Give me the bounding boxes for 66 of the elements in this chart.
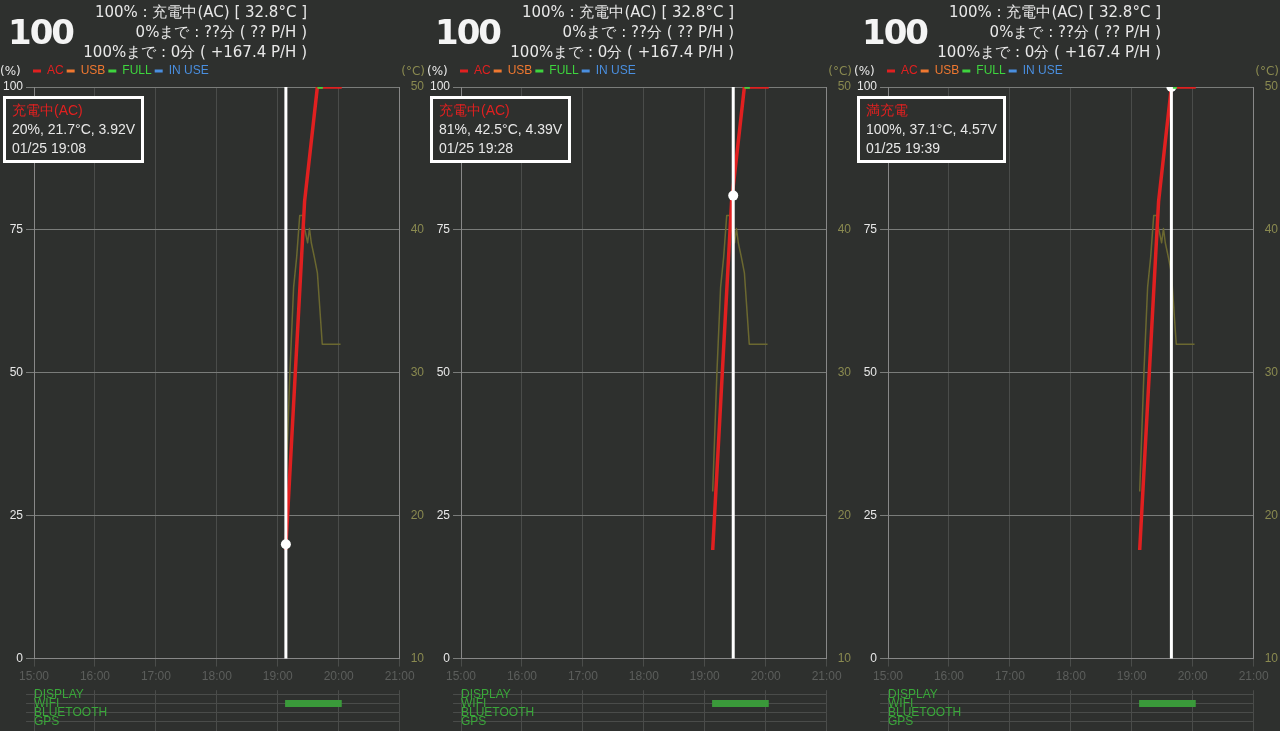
y-tick-label: 0 — [870, 650, 878, 665]
y2-tick-label: 40 — [1264, 222, 1279, 237]
legend-label: USB — [507, 63, 533, 78]
y2-tick-label: 30 — [410, 365, 425, 380]
y-tick-label: 25 — [9, 508, 24, 523]
legend-label: IN USE — [168, 63, 209, 78]
annotation: 01/25 19:28 — [439, 139, 514, 158]
y-tick-label: 0 — [16, 650, 24, 665]
y-tick-label: 100 — [856, 79, 878, 94]
y2-tick-label: 30 — [837, 365, 852, 380]
y-tick-label: 50 — [863, 365, 878, 380]
y2-tick-label: 20 — [1264, 508, 1279, 523]
y2-axis-title: (°C) — [1255, 64, 1279, 79]
y-axis-title: (%) — [0, 64, 21, 79]
legend-label: FULL — [976, 63, 1007, 78]
y2-tick-label: 10 — [1264, 650, 1279, 665]
y2-tick-label: 40 — [410, 222, 425, 237]
text: 0%まで : ??分 ( ?? P/H ) — [561, 22, 734, 42]
legend-label: USB — [934, 63, 960, 78]
y-tick-label: 0 — [443, 650, 451, 665]
y2-tick-label: 50 — [1264, 79, 1279, 94]
y2-tick-label: 40 — [837, 222, 852, 237]
annotation: 満充電 — [866, 101, 909, 120]
y-tick-label: 75 — [863, 222, 878, 237]
y2-axis-title: (°C) — [828, 64, 852, 79]
y-tick-label: 25 — [863, 508, 878, 523]
y-axis-title: (%) — [427, 64, 448, 79]
y2-tick-label: 10 — [410, 650, 425, 665]
legend-label: USB — [80, 63, 106, 78]
annotation: 充電中(AC) — [439, 101, 511, 120]
y2-tick-label: 20 — [837, 508, 852, 523]
y-tick-label: 75 — [9, 222, 24, 237]
text: 100% : 充電中(AC) [ 32.8°C ] — [520, 2, 734, 22]
text: 100%まで : 0分 ( +167.4 P/H ) — [510, 42, 734, 62]
text: 100%まで : 0分 ( +167.4 P/H ) — [937, 42, 1161, 62]
y2-tick-label: 10 — [837, 650, 852, 665]
annotation: 100%, 37.1°C, 4.57V — [866, 120, 997, 139]
y2-tick-label: 50 — [837, 79, 852, 94]
y-tick-label: 25 — [436, 508, 451, 523]
legend-label: FULL — [549, 63, 580, 78]
y2-tick-label: 50 — [410, 79, 425, 94]
y-tick-label: 75 — [436, 222, 451, 237]
y-tick-label: 50 — [9, 365, 24, 380]
y-tick-label: 100 — [429, 79, 451, 94]
annotation: 20%, 21.7°C, 3.92V — [12, 120, 136, 139]
legend-label: IN USE — [595, 63, 636, 78]
annotation: 01/25 19:39 — [866, 139, 941, 158]
text: 100%まで : 0分 ( +167.4 P/H ) — [83, 42, 307, 62]
annotation: 01/25 19:08 — [12, 139, 87, 158]
y2-tick-label: 20 — [410, 508, 425, 523]
legend-label: IN USE — [1022, 63, 1063, 78]
legend-label: FULL — [122, 63, 153, 78]
y2-axis-title: (°C) — [401, 64, 425, 79]
text: 0%まで : ??分 ( ?? P/H ) — [988, 22, 1161, 42]
legend-label: AC — [901, 63, 918, 78]
text: 100% : 充電中(AC) [ 32.8°C ] — [947, 2, 1161, 22]
text: 100% : 充電中(AC) [ 32.8°C ] — [93, 2, 307, 22]
y-axis-title: (%) — [854, 64, 875, 79]
text: 0%まで : ??分 ( ?? P/H ) — [134, 22, 307, 42]
annotation: 充電中(AC) — [12, 101, 84, 120]
legend-label: AC — [47, 63, 64, 78]
y2-tick-label: 30 — [1264, 365, 1279, 380]
y-tick-label: 100 — [2, 79, 24, 94]
y-tick-label: 50 — [436, 365, 451, 380]
annotation: 81%, 42.5°C, 4.39V — [439, 120, 563, 139]
legend-label: AC — [474, 63, 491, 78]
